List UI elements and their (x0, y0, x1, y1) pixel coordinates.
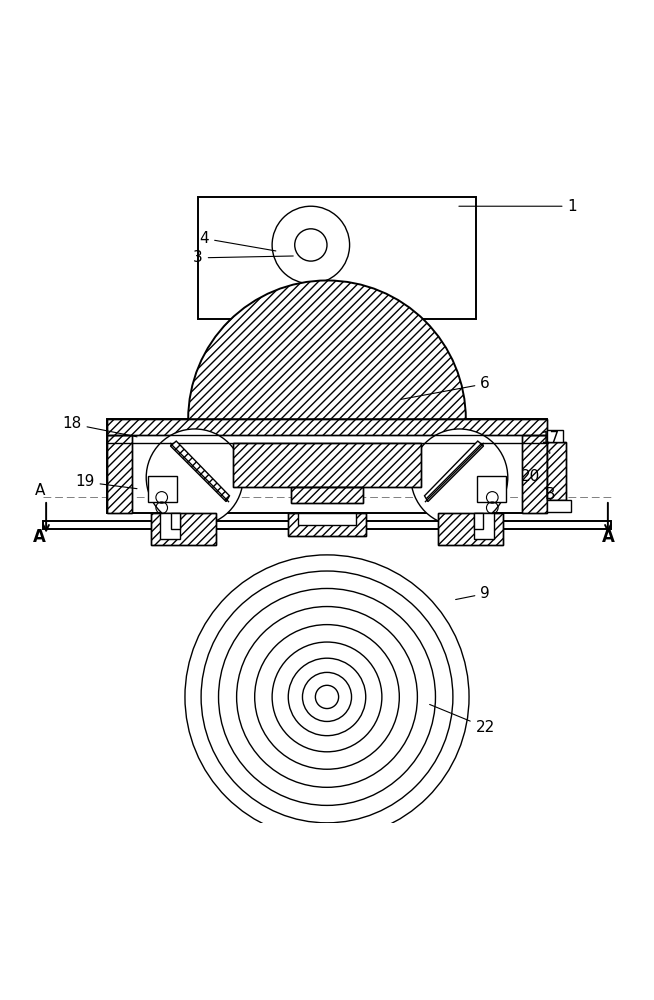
Circle shape (146, 429, 243, 526)
Text: 3: 3 (193, 250, 293, 265)
Bar (547, 442, 566, 500)
Text: 4: 4 (199, 231, 276, 251)
Bar (288, 513, 366, 536)
Text: A: A (35, 483, 45, 498)
Bar (298, 513, 356, 525)
Bar (547, 442, 566, 500)
Bar (288, 513, 366, 536)
Text: 1: 1 (459, 199, 577, 214)
Bar (477, 476, 506, 502)
Circle shape (272, 206, 350, 284)
Bar (160, 513, 180, 539)
Text: 22: 22 (430, 704, 495, 735)
Wedge shape (188, 280, 466, 419)
Bar (438, 513, 503, 545)
Bar (547, 500, 571, 512)
Bar (151, 513, 216, 545)
Circle shape (295, 229, 327, 261)
Bar (107, 419, 547, 435)
Text: 6: 6 (401, 376, 490, 399)
Bar (151, 513, 216, 545)
Bar (233, 443, 421, 487)
Bar (107, 435, 132, 513)
Text: A: A (602, 528, 614, 546)
Text: 17: 17 (540, 431, 559, 454)
Bar (43, 521, 611, 529)
Bar (233, 443, 421, 487)
Text: 18: 18 (62, 416, 137, 437)
Bar (292, 487, 362, 503)
Bar (107, 419, 547, 513)
Text: B: B (545, 487, 555, 502)
Text: 19: 19 (75, 474, 137, 489)
Bar (522, 435, 547, 513)
Text: 9: 9 (456, 586, 490, 601)
Bar (438, 513, 503, 545)
Polygon shape (171, 441, 230, 502)
Text: 20: 20 (521, 469, 547, 490)
Bar (107, 435, 132, 513)
Bar (107, 419, 547, 435)
Bar (148, 476, 177, 502)
Polygon shape (424, 441, 483, 502)
Bar (171, 513, 181, 529)
Bar (522, 435, 547, 513)
Bar (474, 513, 494, 539)
Bar (547, 430, 562, 442)
Bar (292, 487, 362, 503)
Circle shape (411, 429, 508, 526)
Bar (198, 197, 475, 319)
Bar (473, 513, 483, 529)
Text: A: A (33, 528, 46, 546)
